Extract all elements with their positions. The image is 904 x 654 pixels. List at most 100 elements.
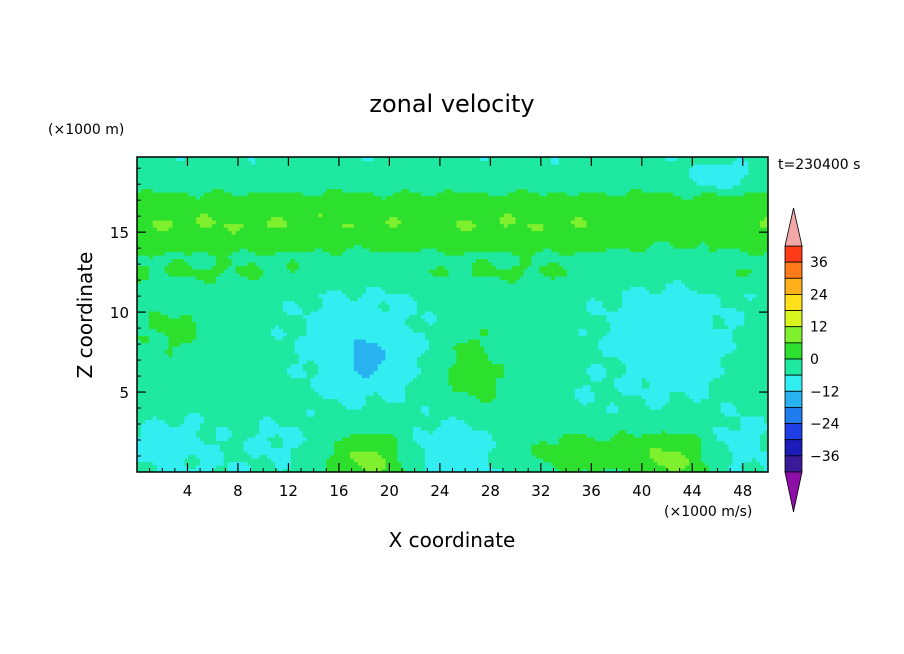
field-cell [278, 433, 284, 438]
field-cell [215, 307, 221, 312]
field-cell [282, 293, 288, 298]
field-cell [204, 353, 209, 358]
field-cell [196, 468, 201, 472]
field-cell [338, 293, 343, 298]
field-cell [302, 416, 308, 421]
field-cell [342, 318, 347, 323]
field-cell [192, 461, 197, 466]
field-cell [342, 381, 347, 386]
field-cell [176, 433, 181, 438]
field-cell [196, 220, 201, 225]
field-cell [251, 188, 256, 193]
field-cell [148, 325, 154, 330]
field-cell [164, 433, 170, 438]
field-cell [180, 241, 185, 246]
field-cell [160, 398, 166, 403]
field-cell [235, 297, 241, 302]
field-cell [247, 251, 252, 256]
field-cell [318, 451, 323, 456]
field-cell [180, 255, 185, 260]
field-cell [330, 251, 335, 256]
field-cell [310, 258, 316, 263]
field-cell [207, 255, 213, 260]
field-cell [160, 216, 166, 221]
field-cell [215, 423, 221, 428]
field-cell [255, 192, 260, 197]
field-cell [271, 209, 276, 214]
field-cell [148, 353, 154, 358]
field-cell [239, 167, 245, 172]
field-cell [290, 164, 296, 169]
field-cell [322, 297, 327, 302]
field-cell [152, 237, 158, 242]
field-cell [196, 377, 201, 382]
field-cell [353, 353, 359, 358]
field-cell [231, 419, 237, 424]
field-cell [263, 227, 268, 232]
field-cell [160, 468, 166, 472]
field-cell [243, 405, 249, 410]
field-cell [200, 209, 205, 214]
field-cell [306, 209, 312, 214]
field-cell [255, 374, 260, 379]
field-cell [259, 405, 264, 410]
field-cell [148, 339, 154, 344]
field-cell [278, 318, 284, 323]
field-cell [184, 223, 189, 228]
field-cell [310, 430, 316, 435]
field-cell [243, 349, 249, 354]
field-cell [263, 342, 268, 347]
field-cell [259, 314, 264, 319]
field-cell [219, 465, 225, 470]
field-cell [152, 458, 158, 463]
field-cell [235, 213, 241, 218]
field-cell [152, 360, 158, 365]
field-cell [334, 241, 339, 246]
field-cell [286, 188, 292, 193]
field-cell [188, 230, 193, 235]
field-cell [282, 465, 288, 470]
field-cell [278, 272, 284, 277]
field-cell [267, 437, 272, 442]
field-cell [239, 374, 245, 379]
field-cell [196, 360, 201, 365]
field-cell [204, 447, 209, 452]
field-cell [215, 213, 221, 218]
field-cell [330, 356, 335, 361]
field-cell [137, 265, 142, 270]
field-cell [275, 321, 280, 326]
field-cell [196, 209, 201, 214]
field-cell [310, 423, 316, 428]
field-cell [188, 328, 193, 333]
field-cell [290, 398, 296, 403]
field-cell [211, 321, 217, 326]
field-cell [148, 454, 154, 459]
field-cell [298, 230, 304, 235]
field-cell [247, 262, 252, 267]
field-cell [302, 430, 308, 435]
field-cell [349, 279, 355, 284]
field-cell [219, 188, 225, 193]
field-cell [148, 178, 154, 183]
field-cell [255, 363, 260, 368]
field-cell [338, 220, 343, 225]
field-cell [156, 167, 162, 172]
field-cell [184, 167, 189, 172]
field-cell [231, 412, 237, 417]
field-cell [298, 325, 304, 330]
field-cell [286, 258, 292, 263]
field-cell [251, 363, 256, 368]
field-cell [334, 367, 339, 372]
field-cell [160, 258, 166, 263]
field-cell [168, 423, 174, 428]
field-cell [342, 370, 347, 375]
field-cell [196, 300, 201, 305]
field-cell [215, 234, 221, 239]
field-cell [346, 402, 351, 407]
field-cell [310, 437, 316, 442]
field-cell [164, 206, 170, 211]
field-cell [180, 360, 185, 365]
field-cell [314, 220, 320, 225]
field-cell [152, 412, 158, 417]
field-cell [231, 451, 237, 456]
